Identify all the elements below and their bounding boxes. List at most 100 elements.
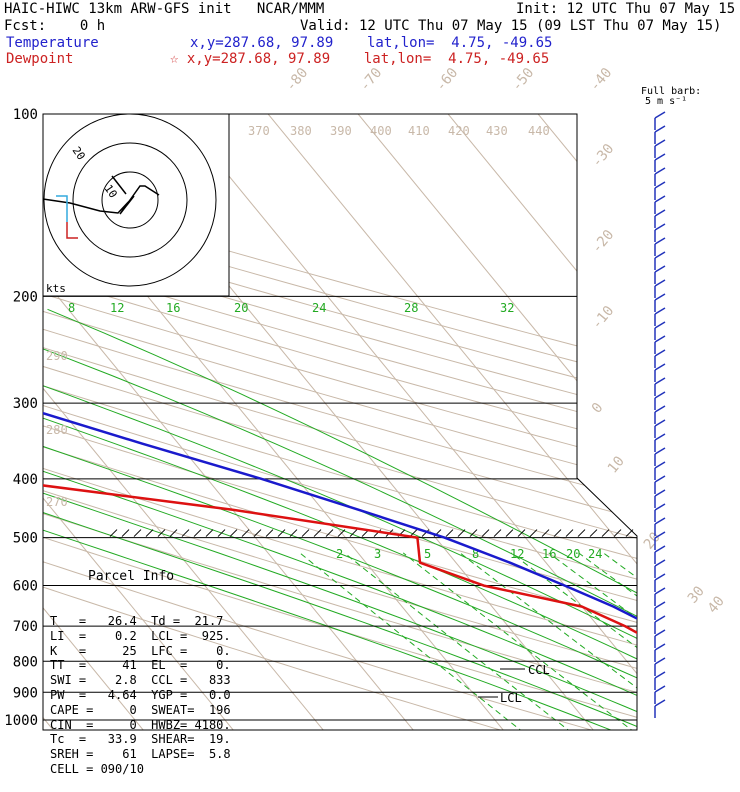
wind-barb-flag xyxy=(655,308,665,314)
theta-label: 290 xyxy=(46,349,68,363)
wind-barb-flag xyxy=(655,322,665,328)
mixing-ratio-label: 2 xyxy=(336,547,343,561)
hodograph-units: kts xyxy=(46,282,66,295)
wind-barb-flag xyxy=(655,560,665,566)
wind-barb-flag xyxy=(655,224,665,230)
mixing-ratio-line xyxy=(403,553,635,733)
isotherm-label: -20 xyxy=(589,227,618,257)
wind-barb-flag xyxy=(655,490,665,496)
wind-barb-flag xyxy=(655,616,665,622)
wind-barb-flag xyxy=(655,280,665,286)
wind-barb-flag xyxy=(655,168,665,174)
wind-barb-flag xyxy=(655,644,665,650)
wind-barb-flag xyxy=(655,336,665,342)
hatch-mark xyxy=(110,530,117,537)
hatch-mark xyxy=(146,530,153,537)
moist-adiabat-label: 16 xyxy=(166,301,180,315)
pressure-tick-label: 200 xyxy=(13,289,38,305)
isotherm-label: -80 xyxy=(283,65,312,95)
parcel-info-row: LI = 0.2 LCL = 925. xyxy=(50,629,231,644)
isotherm-label: 40 xyxy=(705,593,728,616)
wind-barb-flag xyxy=(655,588,665,594)
isotherm-label: -70 xyxy=(357,65,386,95)
wind-barb-flag xyxy=(655,196,665,202)
wind-barb-flag xyxy=(655,434,665,440)
pressure-tick-label: 600 xyxy=(13,579,38,595)
wind-barb-flag xyxy=(655,672,665,678)
hatch-mark xyxy=(530,530,537,537)
theta-label: 410 xyxy=(408,124,430,138)
isotherm-label: -60 xyxy=(433,65,462,95)
hatch-mark xyxy=(122,530,129,537)
wind-barb-flag xyxy=(655,266,665,272)
pressure-tick-label: 900 xyxy=(13,685,38,701)
parcel-info-row: TT = 41 EL = 0. xyxy=(50,658,231,673)
pressure-tick-label: 700 xyxy=(13,619,38,635)
mixing-ratio-label: 3 xyxy=(374,547,381,561)
hatch-mark xyxy=(578,530,585,537)
parcel-info-row: K = 25 LFC = 0. xyxy=(50,644,231,659)
mixing-ratio-label: 12 xyxy=(510,547,524,561)
wind-barb-flag xyxy=(655,378,665,384)
hodograph-box xyxy=(43,114,229,296)
wind-barb-flag xyxy=(655,462,665,468)
wind-barb-flag xyxy=(655,518,665,524)
wind-barb-flag xyxy=(655,294,665,300)
isotherm-line xyxy=(515,86,740,733)
theta-label: 280 xyxy=(46,423,68,437)
isotherm-line xyxy=(425,86,740,733)
isotherm-label: -40 xyxy=(587,65,616,95)
theta-label: 380 xyxy=(290,124,312,138)
isotherm-label: -30 xyxy=(589,141,618,171)
hatch-mark xyxy=(446,530,453,537)
wind-barb-flag xyxy=(655,154,665,160)
pressure-tick-label: 300 xyxy=(13,396,38,412)
moist-adiabat-label: 8 xyxy=(68,301,75,315)
parcel-info-row: CAPE = 0 SWEAT= 196 xyxy=(50,703,231,718)
wind-barb-flag xyxy=(655,630,665,636)
hatch-mark xyxy=(626,530,633,537)
wind-barb-flag xyxy=(655,658,665,664)
wind-barb-flag xyxy=(655,140,665,146)
wind-barb-flag xyxy=(655,448,665,454)
parcel-info-title: Parcel Info xyxy=(50,570,231,585)
wind-barb-flag xyxy=(655,182,665,188)
moist-adiabat-label: 12 xyxy=(110,301,124,315)
hatch-mark xyxy=(266,530,273,537)
ccl-label: CCL xyxy=(528,663,550,677)
theta-label: 430 xyxy=(486,124,508,138)
parcel-info-row: SREH = 61 LAPSE= 5.8 xyxy=(50,747,231,762)
wind-barb-flag xyxy=(655,504,665,510)
wind-barb-flag xyxy=(655,700,665,706)
hatch-mark xyxy=(482,530,489,537)
mixing-ratio-label: 16 xyxy=(542,547,556,561)
wind-barb-flag xyxy=(655,238,665,244)
hatch-mark xyxy=(218,530,225,537)
mixing-ratio-line xyxy=(460,553,697,733)
hatch-mark xyxy=(554,530,561,537)
hatch-mark xyxy=(134,530,141,537)
mixing-ratio-label: 24 xyxy=(588,547,602,561)
hatch-mark xyxy=(206,530,213,537)
wind-barb-flag xyxy=(655,252,665,258)
moist-adiabat-label: 28 xyxy=(404,301,418,315)
isotherm-line xyxy=(335,86,740,733)
theta-label: 270 xyxy=(46,495,68,509)
mixing-ratio-label: 20 xyxy=(566,547,580,561)
wind-barb-flag xyxy=(655,602,665,608)
wind-barb-flag xyxy=(655,126,665,132)
mixing-ratio-line xyxy=(344,553,572,733)
wind-barb-flag xyxy=(655,420,665,426)
isotherm-label: -50 xyxy=(509,65,538,95)
wind-barb-flag xyxy=(655,350,665,356)
isotherm-label: 0 xyxy=(589,400,607,417)
hatch-mark xyxy=(230,530,237,537)
wind-barb-flag xyxy=(655,574,665,580)
parcel-info-row: PW = 4.64 YGP = 0.0 xyxy=(50,688,231,703)
moist-adiabat-label: 32 xyxy=(500,301,514,315)
mixing-ratio-label: 5 xyxy=(424,547,431,561)
wind-barb-flag xyxy=(655,364,665,370)
pressure-tick-label: 800 xyxy=(13,654,38,670)
hatch-mark xyxy=(566,530,573,537)
